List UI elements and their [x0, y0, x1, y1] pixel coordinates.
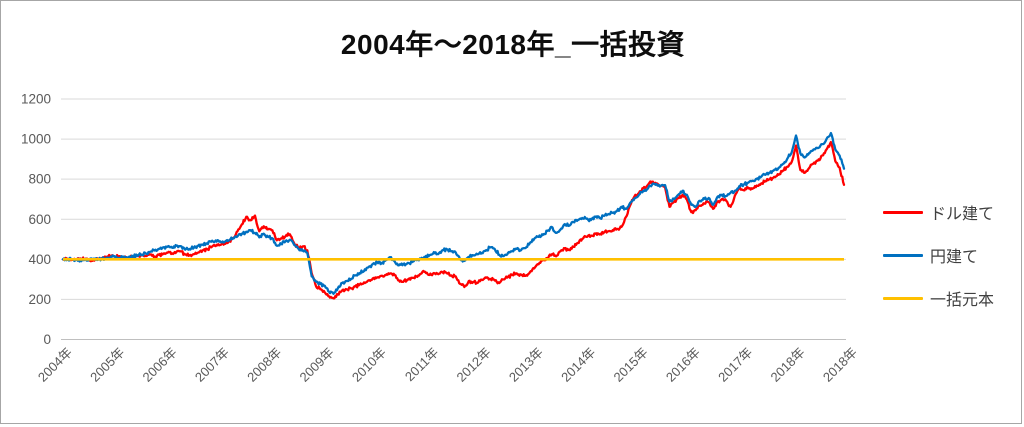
legend-label-dollar: ドル建て: [930, 206, 995, 223]
x-axis-tick-label: 2018年: [820, 345, 860, 385]
x-axis-tick-label: 2007年: [192, 345, 232, 385]
y-axis-tick-label: 400: [28, 252, 51, 267]
x-axis-tick-label: 2011年: [402, 345, 442, 385]
legend-item-yen: 円建て: [883, 241, 994, 269]
y-axis-tick-label: 1200: [21, 92, 51, 107]
x-axis-tick-label: 2010年: [349, 345, 389, 385]
legend-label-yen: 円建て: [930, 249, 979, 266]
legend-swatch-dollar-line-icon: [883, 210, 923, 214]
x-axis-tick-label: 2005年: [87, 345, 127, 385]
x-axis-tick-label: 2017年: [715, 345, 755, 385]
x-axis-tick-label: 2016年: [663, 345, 703, 385]
y-axis-tick-label: 800: [28, 172, 51, 187]
y-axis-tick-label: 1000: [21, 132, 51, 147]
legend-label-principal: 一括元本: [930, 292, 995, 309]
y-axis-tick-label: 600: [28, 212, 51, 227]
x-axis-tick-label: 2014年: [558, 345, 598, 385]
x-axis-tick-label: 2013年: [506, 345, 546, 385]
x-axis-tick-label: 2008年: [244, 345, 284, 385]
legend-swatch-yen-line-icon: [883, 253, 923, 257]
y-axis-tick-label: 200: [28, 292, 51, 307]
legend-item-principal: 一括元本: [883, 284, 994, 312]
series-line-dollar: [61, 140, 846, 300]
legend-swatch-principal-line-icon: [883, 296, 923, 300]
legend-item-dollar: ドル建て: [883, 198, 994, 226]
y-axis-tick-label: 0: [43, 332, 51, 347]
chart-title: 2004年～2018年_一括投資: [340, 29, 686, 60]
x-axis-tick-label: 2004年: [35, 345, 75, 385]
x-axis-tick-label: 2018年: [768, 345, 808, 385]
legend: ドル建て 円建て 一括元本: [883, 198, 994, 312]
x-axis-tick-label: 2012年: [454, 345, 494, 385]
x-axis-tick-label: 2015年: [611, 345, 651, 385]
x-axis-tick-label: 2009年: [297, 345, 337, 385]
series-line-yen: [61, 131, 846, 295]
x-axis-tick-label: 2006年: [140, 345, 180, 385]
